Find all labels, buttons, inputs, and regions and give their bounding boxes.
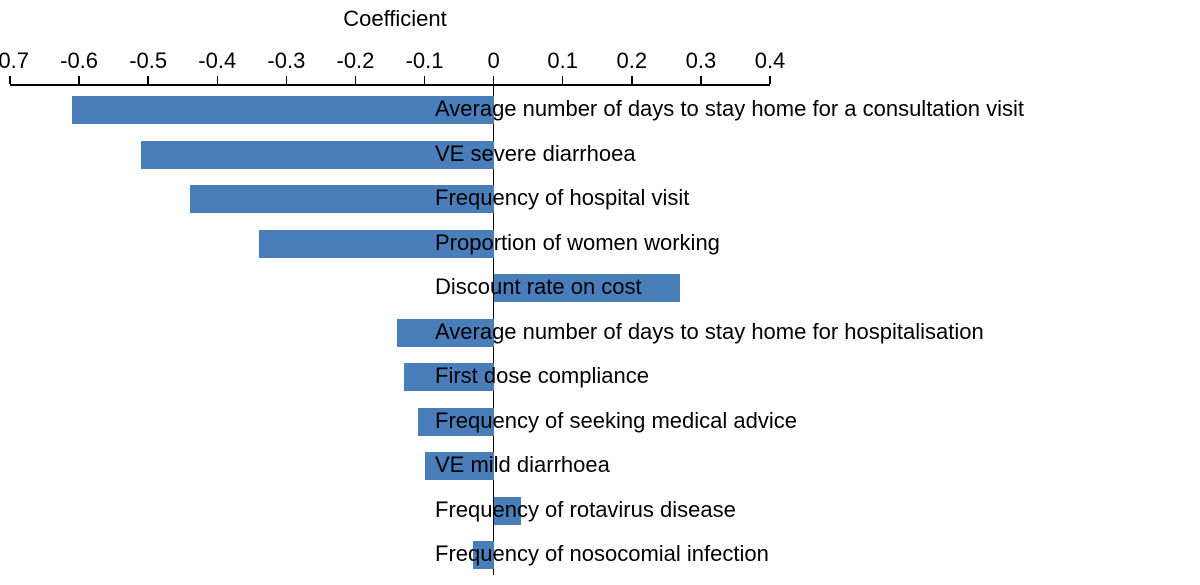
- x-tick-label: 0.3: [686, 48, 717, 74]
- x-tick-mark: [355, 76, 357, 84]
- x-tick-mark: [493, 76, 495, 84]
- x-tick-mark: [562, 76, 564, 84]
- coefficient-bar-chart: Coefficient -0.7 -0.6 -0.5 -0.4 -0.3 -0.2 -0.1 0…: [0, 0, 1200, 585]
- x-tick-mark: [217, 76, 219, 84]
- x-tick-label: -0.6: [60, 48, 98, 74]
- bar-label: VE severe diarrhoea: [435, 141, 636, 167]
- x-tick-label: -0.5: [129, 48, 167, 74]
- bar-label: Proportion of women working: [435, 230, 720, 256]
- bar-label: Average number of days to stay home for …: [435, 96, 1024, 122]
- bar-label: Frequency of rotavirus disease: [435, 497, 736, 523]
- bar: [72, 96, 493, 124]
- bar-label: Frequency of hospital visit: [435, 185, 689, 211]
- x-tick-mark: [769, 76, 771, 84]
- bar-label: Average number of days to stay home for …: [435, 319, 984, 345]
- x-tick-mark: [147, 76, 149, 84]
- bar-label: VE mild diarrhoea: [435, 452, 610, 478]
- x-tick-label: -0.1: [406, 48, 444, 74]
- x-tick-mark: [78, 76, 80, 84]
- x-axis-line: [10, 84, 770, 86]
- x-tick-mark: [9, 76, 11, 84]
- x-tick-mark: [424, 76, 426, 84]
- bar-label: Discount rate on cost: [435, 274, 642, 300]
- x-tick-label: -0.3: [267, 48, 305, 74]
- x-tick-label: 0.1: [547, 48, 578, 74]
- x-tick-label: 0.4: [755, 48, 786, 74]
- x-tick-label: -0.4: [198, 48, 236, 74]
- x-tick-mark: [631, 76, 633, 84]
- x-tick-label: 0: [488, 48, 500, 74]
- x-tick-mark: [700, 76, 702, 84]
- bar-label: Frequency of nosocomial infection: [435, 541, 769, 567]
- x-tick-label: -0.7: [0, 48, 29, 74]
- x-tick-label: 0.2: [617, 48, 648, 74]
- x-tick-label: -0.2: [336, 48, 374, 74]
- bar-label: First dose compliance: [435, 363, 649, 389]
- bar-label: Frequency of seeking medical advice: [435, 408, 797, 434]
- chart-title: Coefficient: [295, 6, 495, 32]
- x-tick-mark: [286, 76, 288, 84]
